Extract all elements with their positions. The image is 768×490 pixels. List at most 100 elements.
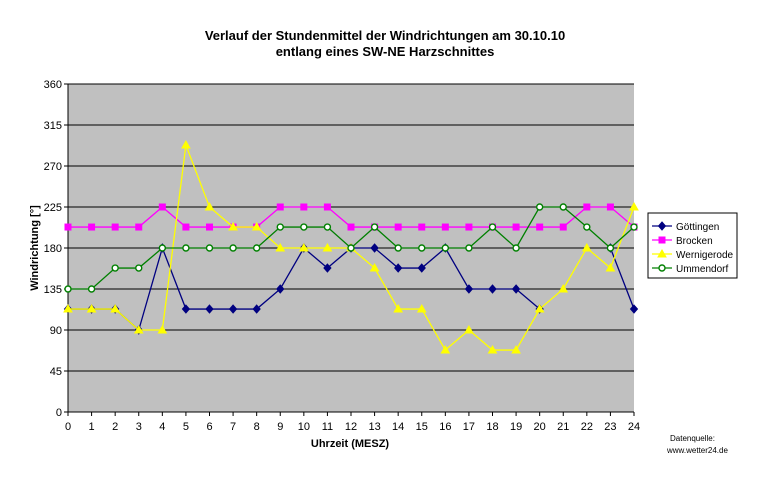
data-point-g-ttingen	[276, 284, 285, 294]
data-point-wernigerode	[322, 242, 333, 252]
x-tick-label: 12	[345, 421, 357, 433]
x-tick-label: 22	[581, 421, 593, 433]
legend: Göttingen Brocken Wernigerode Ummendorf	[647, 212, 738, 279]
data-point-ummendorf	[205, 244, 214, 252]
data-point-g-ttingen	[205, 304, 214, 314]
data-point-wernigerode	[511, 345, 521, 354]
data-point-ummendorf	[64, 285, 72, 293]
x-tick-label: 17	[463, 421, 475, 433]
data-point-brocken	[512, 223, 520, 231]
x-tick-label: 9	[277, 421, 283, 433]
x-tick-label: 8	[254, 421, 260, 433]
data-point-wernigerode	[204, 201, 215, 211]
data-point-g-ttingen	[417, 263, 426, 273]
data-point-ummendorf	[512, 244, 520, 252]
data-point-ummendorf	[488, 223, 497, 231]
data-point-g-ttingen	[511, 284, 521, 294]
data-point-g-ttingen	[228, 304, 238, 314]
y-tick-label: 90	[50, 325, 62, 337]
legend-item-g-ttingen: Göttingen	[652, 221, 719, 233]
data-point-brocken	[111, 223, 119, 231]
data-point-ummendorf	[418, 244, 426, 252]
data-point-g-ttingen	[488, 284, 497, 294]
data-point-ummendorf	[182, 244, 190, 252]
data-point-ummendorf	[583, 223, 591, 231]
data-point-wernigerode	[629, 201, 639, 211]
x-tick-label: 20	[534, 421, 546, 433]
x-tick-label: 13	[368, 421, 380, 433]
data-point-brocken	[206, 223, 213, 231]
legend-item-brocken: Brocken	[652, 236, 713, 247]
legend-marker	[658, 264, 666, 272]
x-tick-label: 6	[206, 421, 212, 433]
y-axis-label: Windrichtung [°]	[29, 205, 41, 291]
legend-marker	[657, 221, 667, 231]
data-point-brocken	[536, 223, 544, 231]
data-point-ummendorf	[535, 203, 544, 211]
y-tick-label: 45	[50, 366, 62, 378]
data-point-brocken	[347, 223, 355, 231]
data-point-wernigerode	[534, 304, 545, 313]
x-tick-label: 5	[183, 421, 189, 433]
data-point-wernigerode	[110, 304, 121, 313]
legend-items: Göttingen Brocken Wernigerode Ummendorf	[652, 221, 734, 275]
data-point-g-ttingen	[370, 243, 379, 253]
data-point-ummendorf	[630, 223, 638, 231]
data-point-ummendorf	[347, 244, 355, 252]
data-point-wernigerode	[487, 345, 498, 354]
data-point-ummendorf	[229, 244, 237, 252]
x-tick-label: 4	[159, 421, 165, 433]
legend-label: Wernigerode	[676, 250, 734, 261]
data-point-g-ttingen	[464, 284, 474, 294]
data-point-wernigerode	[605, 263, 616, 272]
data-point-brocken	[441, 223, 449, 231]
data-point-ummendorf	[323, 223, 332, 231]
x-tick-label: 2	[112, 421, 118, 433]
chart-subtitle: entlang eines SW-NE Harzschnittes	[276, 44, 495, 59]
data-point-wernigerode	[157, 324, 168, 334]
x-tick-label: 15	[416, 421, 428, 433]
x-tick-label: 1	[89, 421, 95, 433]
y-tick-label: 360	[44, 79, 62, 91]
data-point-ummendorf	[394, 244, 402, 252]
x-tick-label: 14	[392, 421, 404, 433]
data-point-ummendorf	[135, 264, 143, 272]
legend-marker	[657, 248, 667, 258]
data-point-brocken	[606, 203, 614, 211]
chart-title: Verlauf der Stundenmittel der Windrichtu…	[205, 28, 565, 43]
data-point-g-ttingen	[629, 304, 639, 314]
x-tick-label: 3	[136, 421, 142, 433]
data-point-wernigerode	[86, 304, 97, 313]
data-point-wernigerode	[63, 304, 73, 313]
data-point-ummendorf	[370, 223, 379, 231]
x-tick-label: 24	[628, 421, 640, 433]
data-point-ummendorf	[276, 223, 284, 231]
data-point-brocken	[64, 223, 72, 231]
y-tick-label: 0	[56, 407, 62, 419]
data-point-brocken	[158, 203, 166, 211]
data-point-wernigerode	[440, 345, 451, 354]
data-point-g-ttingen	[394, 263, 403, 273]
x-tick-label: 18	[486, 421, 498, 433]
data-point-wernigerode	[181, 140, 191, 149]
data-point-ummendorf	[606, 244, 615, 252]
x-axis-label: Uhrzeit (MESZ)	[311, 438, 390, 450]
legend-label: Göttingen	[676, 222, 719, 233]
y-tick-labels: 0 45 90 135 180 225 270 315 360	[44, 79, 68, 419]
x-tick-label: 23	[604, 421, 616, 433]
data-point-wernigerode	[369, 263, 380, 272]
data-point-wernigerode	[393, 304, 404, 313]
data-point-brocken	[418, 223, 426, 231]
data-point-wernigerode	[228, 222, 238, 231]
x-tick-label: 21	[557, 421, 569, 433]
x-tick-label: 16	[439, 421, 451, 433]
data-point-wernigerode	[298, 242, 309, 252]
data-point-brocken	[323, 203, 331, 211]
data-point-brocken	[88, 223, 96, 231]
data-point-wernigerode	[464, 324, 474, 334]
data-point-brocken	[394, 223, 402, 231]
series-ummendorf	[64, 203, 638, 293]
data-point-brocken	[465, 223, 473, 231]
